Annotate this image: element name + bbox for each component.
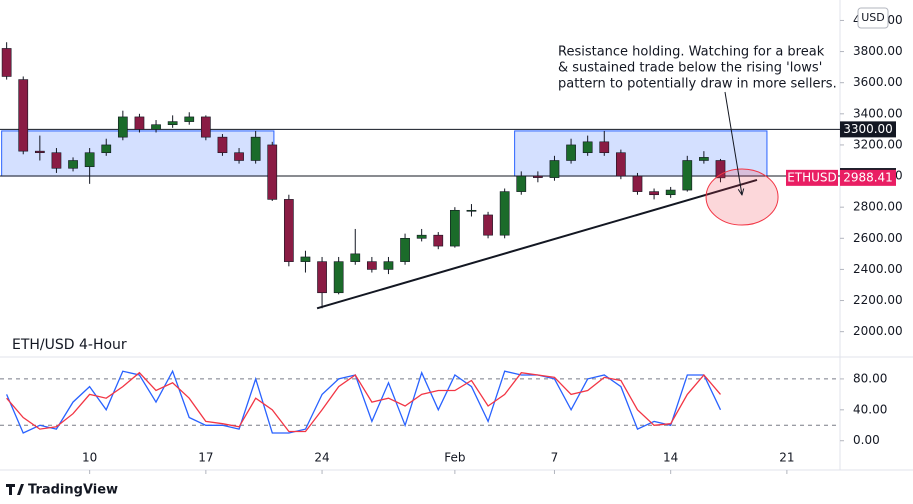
y-tick-label: 3200.00 bbox=[853, 137, 903, 151]
x-tick-label: 10 bbox=[82, 451, 97, 465]
y-tick-label: 40.00 bbox=[853, 402, 887, 416]
candle-body bbox=[582, 141, 593, 154]
candle-body bbox=[466, 209, 477, 212]
candle-body bbox=[267, 144, 278, 200]
candle-body bbox=[134, 116, 145, 130]
plot: 2000.002200.002400.002600.002800.003000.… bbox=[0, 13, 903, 474]
candle-body bbox=[632, 175, 643, 192]
x-tick-label: 14 bbox=[663, 451, 678, 465]
candle-body bbox=[234, 152, 244, 161]
candle-body bbox=[549, 160, 560, 178]
currency: USD bbox=[861, 11, 885, 24]
candle-body bbox=[51, 152, 62, 169]
candle-body bbox=[699, 157, 709, 161]
candle-body bbox=[300, 256, 311, 262]
x-tick-label: Feb bbox=[444, 451, 465, 465]
candle-body bbox=[433, 234, 444, 247]
level-label: 3300.00 bbox=[843, 122, 893, 136]
last-price-label: 2988.41 bbox=[843, 170, 893, 184]
candle-body bbox=[101, 144, 112, 154]
trendline bbox=[316, 178, 758, 310]
candle-body bbox=[483, 214, 493, 236]
candle-body bbox=[350, 253, 361, 262]
x-tick-label: 17 bbox=[198, 451, 213, 465]
candle-body bbox=[283, 199, 294, 262]
candle-body bbox=[68, 160, 78, 169]
last-price-box bbox=[840, 169, 896, 186]
zone bbox=[1, 130, 275, 177]
currency-box bbox=[857, 7, 889, 29]
candle-body bbox=[366, 261, 377, 270]
y-tick-label: 3600.00 bbox=[853, 75, 903, 89]
oscillator-line bbox=[6, 369, 722, 434]
x-tick-label: 24 bbox=[314, 451, 329, 465]
candle-body bbox=[715, 160, 726, 179]
arrow bbox=[724, 91, 742, 195]
candle-body bbox=[400, 237, 410, 262]
candle-body bbox=[184, 116, 195, 122]
y-tick-label: 2800.00 bbox=[853, 200, 903, 214]
candle-body bbox=[449, 209, 460, 247]
candle-body bbox=[599, 141, 610, 154]
chart-title: ETH/USD 4-Hour bbox=[12, 337, 127, 353]
candle-body bbox=[1, 48, 12, 77]
y-tick-label: 3800.00 bbox=[853, 44, 903, 58]
candle-body bbox=[383, 261, 394, 270]
candle-body bbox=[533, 175, 543, 178]
candle-body bbox=[18, 79, 29, 152]
candle-body bbox=[34, 150, 45, 154]
level-label-box bbox=[840, 121, 896, 138]
candle-body bbox=[167, 121, 178, 126]
candle-body bbox=[499, 191, 510, 236]
y-tick-label: 2200.00 bbox=[853, 293, 903, 307]
candle-body bbox=[317, 261, 327, 294]
oscillator-line bbox=[6, 371, 721, 433]
candle-body bbox=[117, 116, 128, 138]
y-tick-label: 2000.00 bbox=[853, 324, 903, 338]
candle-body bbox=[416, 234, 427, 239]
y-tick-label: 3400.00 bbox=[853, 106, 903, 120]
y-tick-label: 0.00 bbox=[853, 433, 880, 447]
candle-body bbox=[665, 189, 676, 196]
target-zone bbox=[705, 168, 779, 226]
candle-body bbox=[84, 152, 95, 168]
candle-body bbox=[616, 152, 626, 177]
candle-body bbox=[217, 136, 228, 154]
last-price-symbol-box bbox=[786, 169, 838, 186]
x-tick-label: 7 bbox=[551, 451, 559, 465]
y-tick-label: 80.00 bbox=[853, 371, 887, 385]
candle-body bbox=[200, 116, 211, 138]
candle-body bbox=[151, 124, 161, 130]
annotation: pattern to potentially draw in more sell… bbox=[558, 77, 837, 92]
x-tick-label: 21 bbox=[779, 451, 794, 465]
annotation: & sustained trade below the rising 'lows… bbox=[558, 61, 822, 76]
logo: TradingView bbox=[6, 483, 118, 498]
svg-text:TradingView: TradingView bbox=[28, 483, 118, 498]
last-price-symbol: ETHUSD bbox=[787, 170, 837, 184]
candle-body bbox=[649, 191, 659, 196]
candle-body bbox=[566, 144, 576, 161]
y-tick-label: 2600.00 bbox=[853, 231, 903, 245]
candle-body bbox=[333, 261, 344, 294]
candle-body bbox=[250, 136, 261, 161]
candle-body bbox=[516, 175, 527, 192]
annotation: Resistance holding. Watching for a break bbox=[558, 45, 825, 60]
candle-body bbox=[682, 160, 693, 191]
y-tick-label: 2400.00 bbox=[853, 262, 903, 276]
